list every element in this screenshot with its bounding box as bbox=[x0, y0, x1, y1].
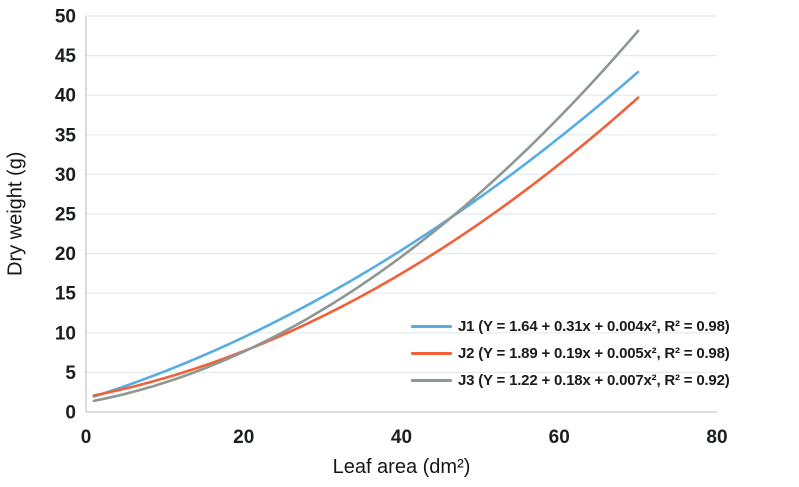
y-tick-label: 45 bbox=[55, 46, 77, 67]
x-tick-label: 20 bbox=[233, 427, 254, 448]
legend-label-j1: J1 (Y = 1.64 + 0.31x + 0.004x², R² = 0.9… bbox=[458, 317, 730, 335]
legend-label-j2: J2 (Y = 1.89 + 0.19x + 0.005x², R² = 0.9… bbox=[458, 344, 730, 362]
x-axis-title: Leaf area (dm²) bbox=[332, 456, 471, 478]
x-tick-label: 0 bbox=[81, 427, 92, 448]
legend-swatch-j3 bbox=[411, 378, 452, 382]
y-axis-title: Dry weight (g) bbox=[4, 151, 27, 277]
legend-item-j2: J2 (Y = 1.89 + 0.19x + 0.005x², R² = 0.9… bbox=[411, 344, 730, 362]
x-tick-label: 40 bbox=[391, 427, 412, 448]
series-line-j1 bbox=[92, 70, 640, 398]
y-tick-label: 15 bbox=[55, 284, 77, 305]
series-line-j2 bbox=[92, 96, 640, 397]
legend-item-j3: J3 (Y = 1.22 + 0.18x + 0.007x², R² = 0.9… bbox=[411, 371, 730, 389]
y-tick-label: 25 bbox=[55, 205, 77, 226]
x-tick-label: 60 bbox=[549, 427, 570, 448]
y-tick-label: 10 bbox=[55, 323, 76, 344]
legend: J1 (Y = 1.64 + 0.31x + 0.004x², R² = 0.9… bbox=[411, 317, 730, 389]
y-tick-label: 20 bbox=[55, 244, 76, 265]
x-tick-label: 80 bbox=[706, 427, 727, 448]
legend-swatch-j1 bbox=[411, 324, 452, 328]
legend-item-j1: J1 (Y = 1.64 + 0.31x + 0.004x², R² = 0.9… bbox=[411, 317, 730, 335]
y-tick-label: 40 bbox=[55, 86, 76, 107]
legend-swatch-j2 bbox=[411, 351, 452, 355]
y-tick-label: 30 bbox=[55, 165, 76, 186]
y-tick-label: 35 bbox=[55, 125, 77, 146]
legend-label-j3: J3 (Y = 1.22 + 0.18x + 0.007x², R² = 0.9… bbox=[458, 371, 730, 389]
y-tick-label: 50 bbox=[55, 7, 76, 28]
series-line-j3 bbox=[92, 29, 640, 403]
y-tick-label: 0 bbox=[65, 403, 76, 424]
y-tick-label: 5 bbox=[65, 363, 76, 384]
